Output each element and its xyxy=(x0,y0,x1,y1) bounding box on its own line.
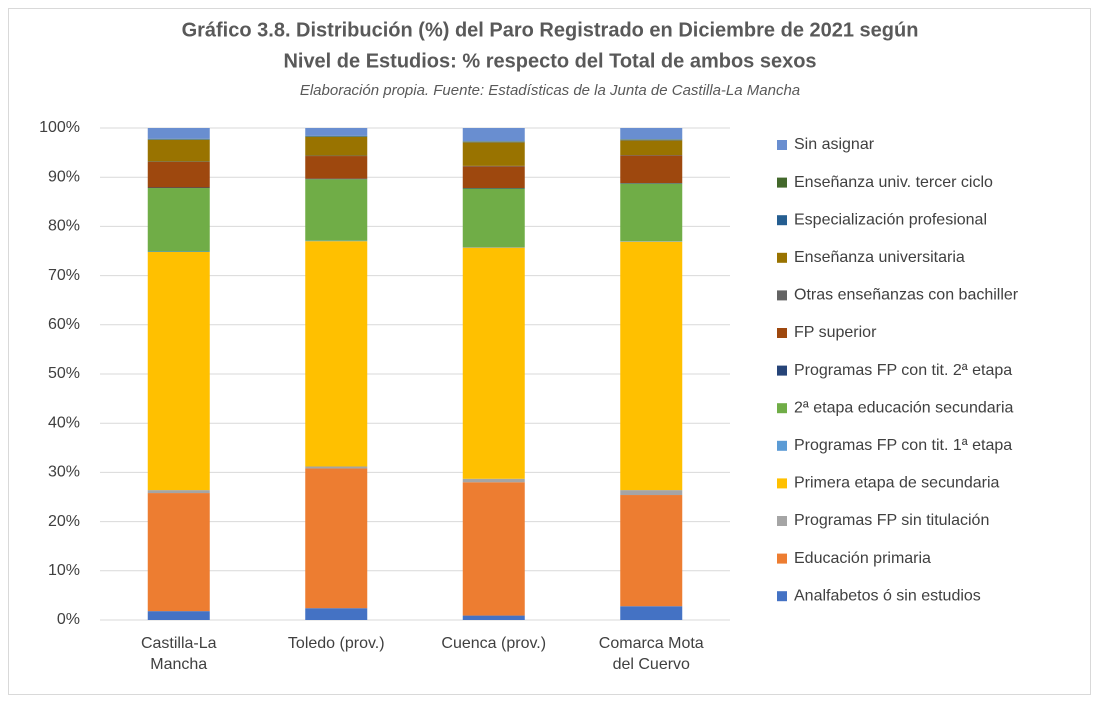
bar-segment xyxy=(462,247,525,479)
y-tick-label: 20% xyxy=(48,513,80,530)
legend-swatch xyxy=(777,403,787,414)
bar-segment xyxy=(620,140,683,156)
legend-swatch xyxy=(777,478,787,489)
bar-segment xyxy=(462,166,525,189)
y-tick-label: 70% xyxy=(48,267,80,284)
y-tick-label: 0% xyxy=(57,611,80,628)
bar-segment xyxy=(620,155,683,184)
bar-segment xyxy=(462,478,525,483)
bar-segment xyxy=(147,493,210,612)
bar-segment xyxy=(147,188,210,252)
legend-swatch xyxy=(777,252,787,263)
bar-segment xyxy=(147,128,210,139)
bar-segment xyxy=(305,156,368,179)
legend-swatch xyxy=(777,591,787,602)
bar-segment xyxy=(147,611,210,620)
bar-segment xyxy=(147,161,210,188)
chart-title: Nivel de Estudios: % respecto del Total … xyxy=(283,50,816,72)
bar-segment xyxy=(620,128,683,140)
chart-subtitle: Elaboración propia. Fuente: Estadísticas… xyxy=(300,82,800,99)
legend-swatch xyxy=(777,328,787,338)
bar-segment xyxy=(305,466,368,469)
legend-label: Otras enseñanzas con bachiller xyxy=(794,287,1019,304)
y-tick-label: 30% xyxy=(48,464,80,481)
legend-swatch xyxy=(777,177,787,188)
legend-label: Programas FP con tit. 1ª etapa xyxy=(794,437,1012,454)
legend-label: 2ª etapa educación secundaria xyxy=(794,399,1014,416)
bar-segment xyxy=(620,183,683,242)
bar-segment xyxy=(620,606,683,620)
y-tick-label: 60% xyxy=(48,316,80,333)
legend-swatch xyxy=(777,365,787,376)
x-tick-label: Comarca Mota del Cuervo xyxy=(598,635,704,673)
bar-segment xyxy=(620,241,683,491)
bar-segment xyxy=(305,128,368,136)
bar-segment xyxy=(305,241,368,467)
bar-segment xyxy=(462,482,525,616)
legend-swatch xyxy=(777,440,787,451)
legend-label: Programas FP sin titulación xyxy=(794,512,989,529)
bar-segment xyxy=(620,490,683,496)
legend-label: Primera etapa de secundaria xyxy=(794,475,1000,492)
x-tick-label: Cuenca (prov.) xyxy=(441,635,547,652)
legend-label: FP superior xyxy=(794,324,877,341)
legend-swatch xyxy=(777,215,787,226)
bar-segment xyxy=(620,495,683,607)
bar-segment xyxy=(305,608,368,620)
y-tick-label: 10% xyxy=(48,562,80,579)
bar-segment xyxy=(147,251,210,491)
chart-title: Gráfico 3.8. Distribución (%) del Paro R… xyxy=(182,19,919,41)
legend-label: Especialización profesional xyxy=(794,211,987,228)
legend-label: Analfabetos ó sin estudios xyxy=(794,587,981,604)
bar-segment xyxy=(305,179,368,241)
legend-label: Programas FP con tit. 2ª etapa xyxy=(794,362,1012,379)
legend-swatch xyxy=(777,553,787,564)
x-tick-label: Castilla-La Mancha xyxy=(140,635,217,673)
y-tick-label: 90% xyxy=(48,168,80,185)
legend-swatch xyxy=(777,516,787,526)
bar-segment xyxy=(147,139,210,162)
bar-segment xyxy=(305,468,368,609)
legend-label: Enseñanza univ. tercer ciclo xyxy=(794,174,993,191)
x-tick-label: Toledo (prov.) xyxy=(287,635,385,652)
bar-segment xyxy=(462,128,525,142)
legend-swatch xyxy=(777,290,787,301)
legend-label: Sin asignar xyxy=(794,136,875,153)
y-tick-label: 40% xyxy=(48,414,80,431)
bar-segment xyxy=(147,490,210,494)
y-tick-label: 50% xyxy=(48,365,80,382)
legend-label: Educación primaria xyxy=(794,550,931,567)
legend-label: Enseñanza universitaria xyxy=(794,249,965,266)
legend-swatch xyxy=(777,140,787,150)
y-tick-label: 80% xyxy=(48,218,80,235)
bar-segment xyxy=(305,136,368,156)
y-tick-label: 100% xyxy=(39,119,80,136)
bar-segment xyxy=(462,188,525,248)
bar-segment xyxy=(462,615,525,620)
bar-segment xyxy=(462,142,525,166)
